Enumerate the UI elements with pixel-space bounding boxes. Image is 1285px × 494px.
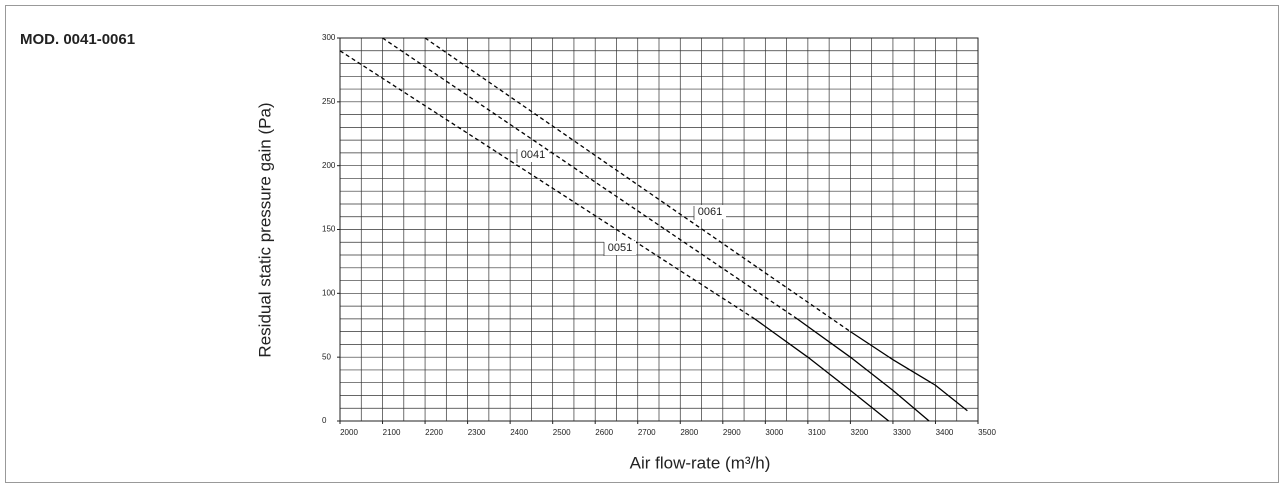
x-tick-label: 2900 [723,428,741,437]
label-bg [604,241,636,255]
x-axis-label: Air flow-rate (m³/h) [630,453,771,472]
x-tick-label: 3200 [851,428,869,437]
y-tick-label: 250 [322,97,336,106]
x-tick-label: 2800 [680,428,698,437]
series-label: 0061 [698,206,722,218]
label-bg [517,148,549,162]
x-tick-label: 2100 [383,428,401,437]
series-label: 0051 [608,242,632,254]
x-tick-label: 2500 [553,428,571,437]
y-tick-label: 200 [322,161,336,170]
solid-segment [850,331,968,412]
label-bg [694,205,726,219]
y-tick-label: 100 [322,288,336,297]
x-tick-label: 3000 [765,428,783,437]
y-tick-label: 300 [322,33,336,42]
solid-segment [754,318,890,422]
y-tick-label: 150 [322,225,336,234]
x-tick-label: 2200 [425,428,443,437]
x-tick-label: 2600 [595,428,613,437]
series-label: 0041 [521,149,545,161]
frame [5,5,1279,483]
x-tick-label: 3100 [808,428,826,437]
y-tick-label: 0 [322,416,327,425]
y-tick-label: 50 [322,352,331,361]
chart-title: MOD. 0041-0061 [20,31,135,48]
x-tick-label: 2400 [510,428,528,437]
solid-segment [796,318,930,422]
x-tick-label: 3500 [978,428,996,437]
dashed-segment [424,37,851,333]
series-line [339,50,890,422]
series-line [424,37,968,412]
y-axis-label: Residual static pressure gain (Pa) [255,102,274,357]
x-tick-label: 3400 [936,428,954,437]
x-tick-label: 2300 [468,428,486,437]
x-tick-label: 2000 [340,428,358,437]
series-line [382,37,930,422]
x-tick-label: 3300 [893,428,911,437]
x-tick-label: 2700 [638,428,656,437]
dashed-segment [339,50,756,320]
